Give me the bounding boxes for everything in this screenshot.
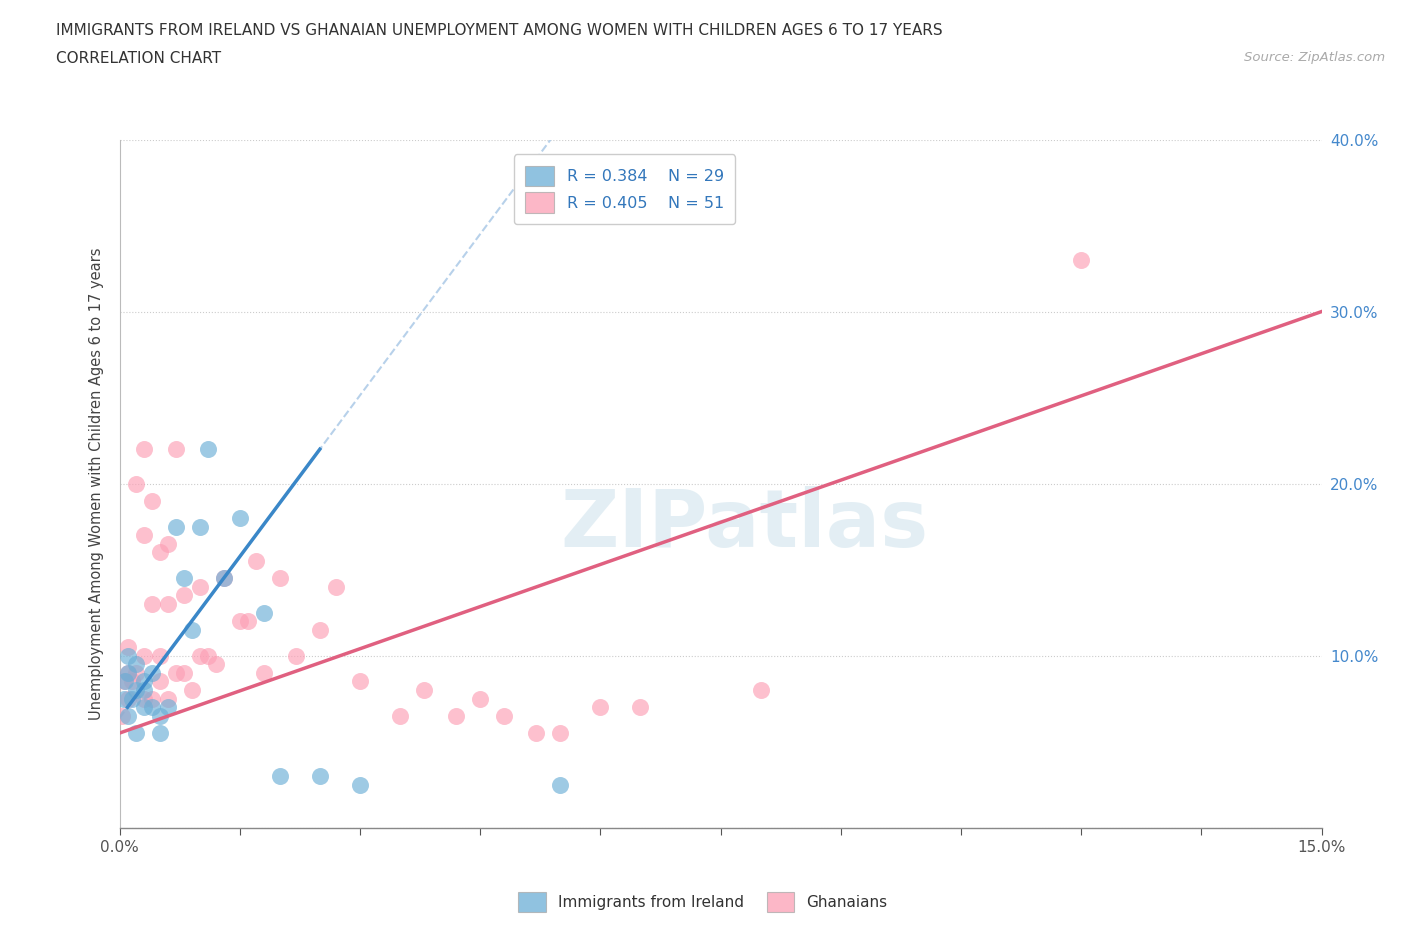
Point bbox=[236, 614, 259, 629]
Point bbox=[749, 683, 772, 698]
Text: Source: ZipAtlas.com: Source: ZipAtlas.com bbox=[1244, 51, 1385, 64]
Point bbox=[141, 666, 163, 681]
Point bbox=[132, 648, 155, 663]
Point bbox=[349, 674, 371, 689]
Point bbox=[124, 683, 146, 698]
Point bbox=[132, 442, 155, 457]
Point bbox=[325, 579, 347, 594]
Point bbox=[149, 674, 172, 689]
Point bbox=[550, 725, 572, 740]
Point bbox=[173, 571, 195, 586]
Y-axis label: Unemployment Among Women with Children Ages 6 to 17 years: Unemployment Among Women with Children A… bbox=[89, 247, 104, 720]
Point bbox=[141, 691, 163, 706]
Point bbox=[149, 725, 172, 740]
Point bbox=[117, 648, 139, 663]
Point bbox=[524, 725, 547, 740]
Point bbox=[228, 614, 252, 629]
Point bbox=[132, 674, 155, 689]
Point bbox=[413, 683, 436, 698]
Point bbox=[212, 571, 235, 586]
Point bbox=[141, 700, 163, 715]
Point bbox=[141, 494, 163, 509]
Point bbox=[269, 768, 291, 783]
Point bbox=[156, 700, 179, 715]
Point bbox=[212, 571, 235, 586]
Point bbox=[173, 588, 195, 603]
Text: CORRELATION CHART: CORRELATION CHART bbox=[56, 51, 221, 66]
Point bbox=[117, 666, 139, 681]
Point bbox=[124, 725, 146, 740]
Point bbox=[228, 511, 252, 525]
Point bbox=[188, 519, 211, 534]
Point bbox=[550, 777, 572, 792]
Point bbox=[309, 768, 332, 783]
Point bbox=[253, 666, 276, 681]
Point bbox=[156, 691, 179, 706]
Legend: Immigrants from Ireland, Ghanaians: Immigrants from Ireland, Ghanaians bbox=[512, 886, 894, 918]
Point bbox=[589, 700, 612, 715]
Point bbox=[132, 700, 155, 715]
Point bbox=[188, 579, 211, 594]
Point bbox=[117, 666, 139, 681]
Point bbox=[444, 709, 467, 724]
Point bbox=[309, 622, 332, 637]
Point bbox=[124, 657, 146, 671]
Point bbox=[165, 519, 187, 534]
Point bbox=[245, 553, 267, 568]
Point bbox=[112, 674, 135, 689]
Point bbox=[132, 528, 155, 543]
Point bbox=[269, 571, 291, 586]
Text: ZIPatlas: ZIPatlas bbox=[561, 485, 929, 564]
Point bbox=[204, 657, 226, 671]
Point bbox=[132, 691, 155, 706]
Point bbox=[149, 709, 172, 724]
Point bbox=[112, 691, 135, 706]
Point bbox=[149, 545, 172, 560]
Point bbox=[180, 683, 202, 698]
Point bbox=[468, 691, 492, 706]
Legend: R = 0.384    N = 29, R = 0.405    N = 51: R = 0.384 N = 29, R = 0.405 N = 51 bbox=[513, 154, 735, 224]
Point bbox=[349, 777, 371, 792]
Point bbox=[141, 597, 163, 612]
Point bbox=[1070, 253, 1092, 268]
Point bbox=[173, 666, 195, 681]
Point bbox=[117, 709, 139, 724]
Point bbox=[165, 666, 187, 681]
Point bbox=[197, 442, 219, 457]
Point bbox=[124, 476, 146, 491]
Point bbox=[284, 648, 307, 663]
Point bbox=[197, 648, 219, 663]
Point bbox=[111, 709, 134, 724]
Point bbox=[149, 648, 172, 663]
Point bbox=[494, 709, 516, 724]
Point bbox=[388, 709, 412, 724]
Point bbox=[188, 648, 211, 663]
Point bbox=[121, 674, 143, 689]
Point bbox=[124, 666, 146, 681]
Point bbox=[156, 597, 179, 612]
Point bbox=[121, 691, 143, 706]
Point bbox=[630, 700, 652, 715]
Point bbox=[253, 605, 276, 620]
Text: IMMIGRANTS FROM IRELAND VS GHANAIAN UNEMPLOYMENT AMONG WOMEN WITH CHILDREN AGES : IMMIGRANTS FROM IRELAND VS GHANAIAN UNEM… bbox=[56, 23, 943, 38]
Point bbox=[117, 640, 139, 655]
Point bbox=[114, 674, 136, 689]
Point bbox=[117, 691, 139, 706]
Point bbox=[180, 622, 202, 637]
Point bbox=[165, 442, 187, 457]
Point bbox=[156, 537, 179, 551]
Point bbox=[132, 683, 155, 698]
